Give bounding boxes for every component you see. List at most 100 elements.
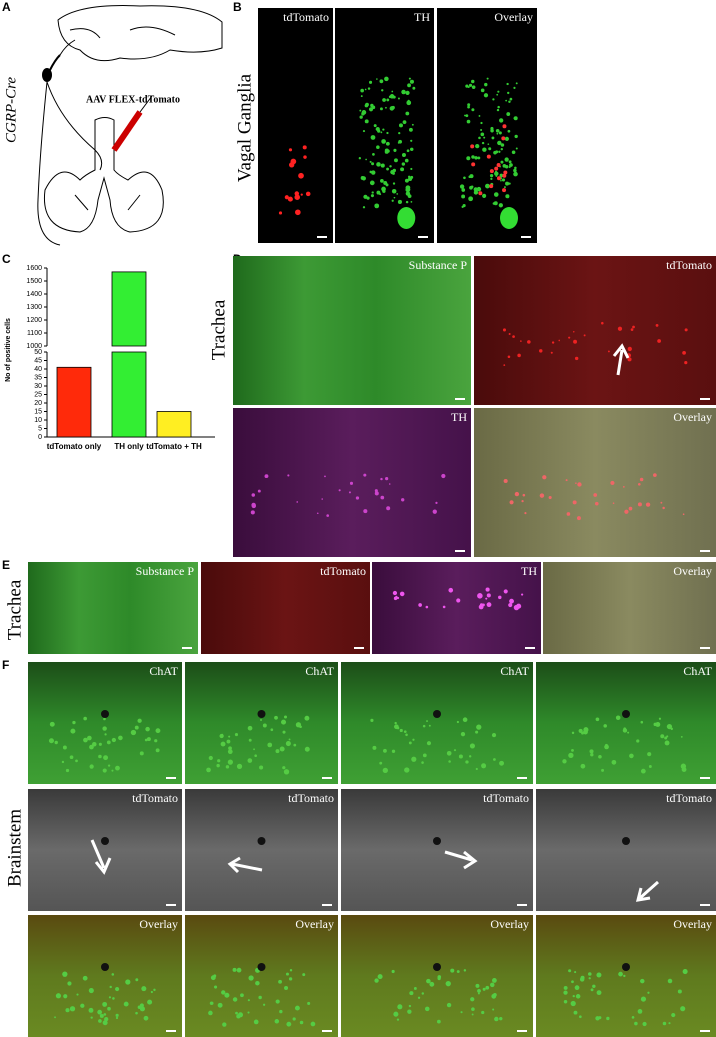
micrograph (258, 8, 333, 243)
signal (307, 1001, 311, 1005)
signal (55, 993, 62, 999)
signal (588, 977, 591, 980)
signal (379, 79, 384, 84)
signal (111, 973, 115, 976)
signal (504, 136, 509, 141)
signal (521, 500, 524, 503)
signal (477, 593, 483, 599)
signal (400, 167, 405, 172)
signal (477, 992, 480, 995)
signal (54, 740, 58, 745)
micrograph (341, 662, 533, 784)
signal (82, 975, 88, 981)
signal (507, 129, 511, 133)
signal (462, 204, 466, 208)
signal (592, 984, 596, 989)
signal (492, 202, 496, 205)
signal (666, 723, 673, 730)
signal (640, 996, 647, 1002)
signal (102, 768, 107, 773)
signal (448, 587, 454, 593)
signal (404, 158, 409, 163)
signal (392, 590, 398, 596)
signal (374, 978, 379, 983)
signal (632, 325, 635, 329)
channel-label: ChAT (683, 664, 712, 678)
signal (111, 769, 114, 772)
signal (486, 154, 491, 159)
schematic (37, 5, 223, 246)
signal (618, 971, 623, 977)
y-tick-label: 1400 (26, 291, 42, 298)
signal (539, 349, 543, 353)
signal (410, 139, 413, 142)
signal (385, 106, 387, 109)
signal (491, 978, 497, 983)
channel-label: Overlay (295, 917, 334, 931)
signal (290, 158, 297, 165)
y-tick-label: 15 (34, 408, 42, 415)
signal (255, 980, 260, 986)
channel-label: tdTomato (288, 791, 334, 805)
signal (598, 755, 602, 759)
signal (627, 346, 632, 352)
signal (485, 183, 490, 189)
signal (503, 589, 508, 594)
signal (379, 761, 383, 765)
signal (471, 162, 476, 167)
signal (601, 768, 605, 772)
signal (612, 502, 615, 505)
signal (360, 95, 363, 98)
signal (324, 475, 326, 478)
row-label: Vagal Ganglia (234, 73, 255, 182)
signal (580, 975, 585, 980)
channel-label: Overlay (673, 410, 712, 424)
signal (640, 978, 645, 984)
signal (104, 733, 107, 736)
signal (62, 745, 67, 750)
signal (505, 194, 510, 199)
signal (376, 145, 380, 149)
signal (594, 501, 599, 506)
channel-label: TH (521, 564, 537, 578)
signal (666, 735, 669, 738)
signal (634, 1021, 638, 1026)
injection-label: AAV FLEX-tdTomato (86, 94, 180, 105)
signal (135, 1011, 138, 1015)
signal (360, 88, 364, 93)
signal (622, 485, 625, 488)
signal (221, 733, 224, 736)
signal (102, 726, 107, 731)
signal (502, 173, 507, 178)
signal (487, 143, 490, 145)
signal (486, 602, 492, 608)
signal (388, 483, 391, 485)
signal (364, 119, 369, 124)
signal (288, 738, 291, 741)
signal (106, 740, 111, 745)
signal (401, 162, 406, 166)
channel-label: Substance P (136, 564, 195, 578)
signal (396, 1018, 400, 1021)
signal (486, 593, 491, 598)
channel-label: Overlay (673, 564, 712, 578)
signal (224, 992, 230, 998)
signal (493, 192, 499, 197)
micrograph (185, 915, 338, 1037)
signal (248, 975, 254, 981)
signal (376, 162, 381, 167)
signal (145, 726, 150, 732)
signal (593, 493, 598, 497)
signal (468, 175, 472, 179)
mouse-line: CGRP-Cre (3, 77, 19, 143)
signal (465, 84, 469, 88)
signal (470, 144, 475, 149)
signal (349, 481, 354, 485)
signal (217, 1002, 223, 1008)
signal (668, 1022, 671, 1025)
signal (471, 1013, 474, 1016)
signal (425, 605, 429, 609)
signal (480, 128, 483, 131)
signal (401, 89, 406, 95)
signal (115, 765, 120, 771)
